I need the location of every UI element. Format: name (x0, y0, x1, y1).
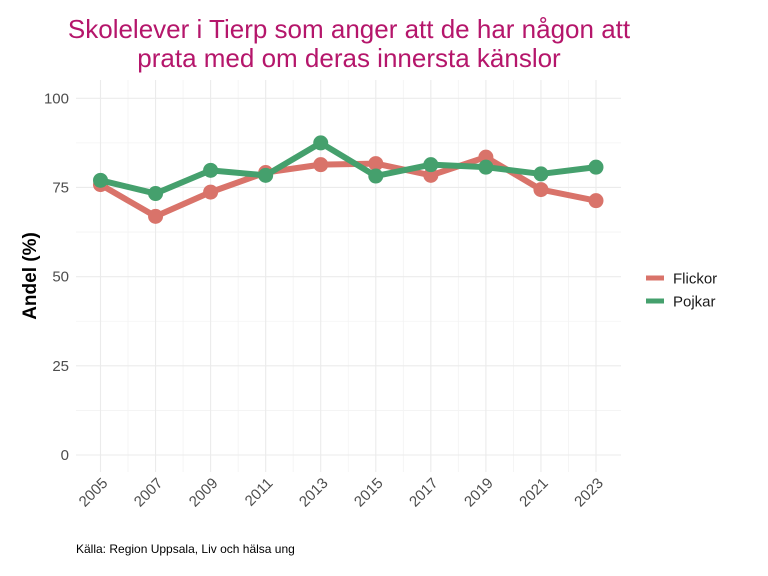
series-layer (93, 135, 604, 224)
x-tick-label: 2023 (571, 475, 607, 511)
data-point (203, 184, 219, 200)
x-tick-label: 2013 (296, 475, 332, 511)
x-tick-label: 2009 (186, 475, 222, 511)
y-tick-label: 100 (44, 90, 69, 107)
data-point (203, 162, 219, 178)
legend-label-pojkar: Pojkar (673, 294, 716, 311)
x-tick-label: 2017 (406, 475, 442, 511)
x-tick-label: 2021 (516, 475, 552, 511)
data-point (258, 167, 274, 183)
grid (76, 80, 621, 472)
data-point (93, 172, 108, 188)
data-point (588, 193, 604, 209)
data-point (313, 157, 329, 173)
series-pojkar (93, 135, 604, 202)
x-tick-label: 2011 (242, 475, 277, 510)
series-line (99, 139, 597, 197)
chart-title-line-1: Skolelever i Tierp som anger att de har … (68, 14, 631, 44)
data-point (533, 182, 549, 198)
y-tick-label: 50 (52, 269, 69, 286)
x-tick-label: 2019 (461, 475, 497, 511)
caption: Källa: Region Uppsala, Liv och hälsa ung (76, 542, 295, 556)
data-point (148, 186, 164, 202)
y-axis-ticks: 0 25 50 75 100 (44, 90, 69, 464)
x-tick-label: 2005 (76, 475, 112, 511)
data-point (148, 208, 164, 224)
chart-title-line-2: prata med om deras innersta känslor (137, 43, 561, 73)
data-point (588, 159, 604, 175)
x-axis-ticks: 2005 2007 2009 2011 2013 2015 2017 2019 2021 2023 (76, 475, 607, 511)
data-point (423, 167, 439, 183)
data-point (368, 168, 384, 184)
data-point (478, 159, 494, 175)
y-tick-label: 25 (52, 358, 69, 375)
data-point (533, 166, 549, 182)
y-tick-label: 0 (61, 447, 69, 464)
x-tick-label: 2015 (351, 475, 387, 511)
legend: Flickor Pojkar (646, 271, 717, 311)
data-point (313, 135, 329, 151)
data-point (423, 157, 439, 173)
x-tick-label: 2007 (131, 475, 167, 511)
y-tick-label: 75 (52, 179, 69, 196)
legend-label-flickor: Flickor (673, 271, 717, 288)
data-point (368, 156, 384, 172)
y-axis-label: Andel (%) (20, 232, 41, 320)
